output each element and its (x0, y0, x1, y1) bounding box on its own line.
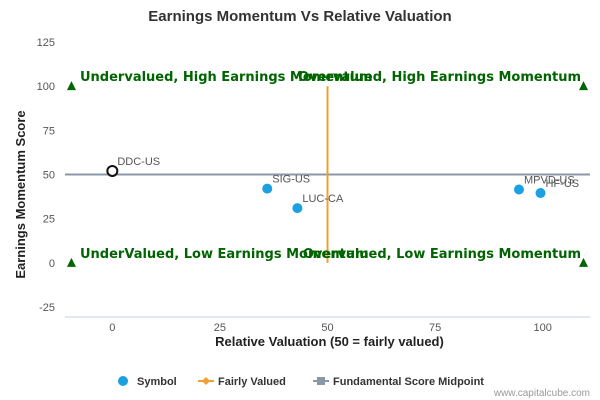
corner-marker (579, 257, 589, 267)
data-point-label: DDC-US (117, 156, 160, 168)
y-tick-label: 50 (43, 170, 55, 182)
quadrant-labels: Undervalued, High Earnings MomentumOverv… (80, 70, 581, 262)
legend-label: Symbol (137, 376, 177, 388)
y-tick-labels: -25 0 25 50 75 100 125 (37, 37, 55, 314)
y-tick-label: 25 (43, 214, 55, 226)
y-axis-label: Earnings Momentum Score (13, 110, 28, 278)
data-point (292, 203, 303, 214)
data-point-label: MPVD-US (524, 175, 575, 187)
quadrant-label: Overvalued, High Earnings Momentum (298, 70, 581, 85)
data-point (535, 188, 546, 199)
legend-symbol-marker (118, 376, 128, 386)
data-point-label: HF-US (546, 178, 580, 190)
legend-label: Fundamental Score Midpoint (333, 376, 484, 388)
legend-label: Fairly Valued (218, 376, 286, 388)
legend-midpoint-marker (317, 377, 325, 385)
x-tick-label: 25 (214, 322, 226, 334)
data-point-highlighted (106, 164, 119, 177)
legend: Symbol Fairly Valued Fundamental Score Mid… (118, 376, 484, 388)
y-tick-label: 75 (43, 125, 55, 137)
data-point (513, 184, 524, 195)
corner-marker (579, 81, 589, 91)
x-tick-labels: 0 25 50 75 100 (109, 322, 552, 334)
x-tick-label: 100 (533, 322, 551, 334)
corner-markers (66, 81, 589, 267)
corner-marker (66, 81, 76, 91)
y-tick-label: 100 (37, 81, 55, 93)
corner-marker (66, 257, 76, 267)
data-point (262, 183, 273, 194)
x-tick-label: 0 (109, 322, 115, 334)
quadrant-label: Overvalued, Low Earnings Momentum (303, 247, 581, 262)
data-point-label: SIG-US (272, 174, 310, 186)
credit-text: www.capitalcube.com (493, 388, 590, 399)
x-axis-label: Relative Valuation (50 = fairly valued) (215, 334, 444, 349)
y-tick-label: 125 (37, 37, 55, 49)
quadrant-label: UnderValued, Low Earnings Momentum (80, 247, 369, 262)
x-tick-label: 50 (321, 322, 333, 334)
x-tick-label: 75 (429, 322, 441, 334)
chart-title: Earnings Momentum Vs Relative Valuation (148, 8, 451, 25)
legend-fairly-valued-marker (202, 377, 210, 385)
quadrant-label: Undervalued, High Earnings Momentum (80, 70, 372, 85)
y-tick-label: 0 (49, 258, 55, 270)
y-tick-label: -25 (39, 302, 55, 314)
data-point-label: LUC-CA (302, 193, 344, 205)
